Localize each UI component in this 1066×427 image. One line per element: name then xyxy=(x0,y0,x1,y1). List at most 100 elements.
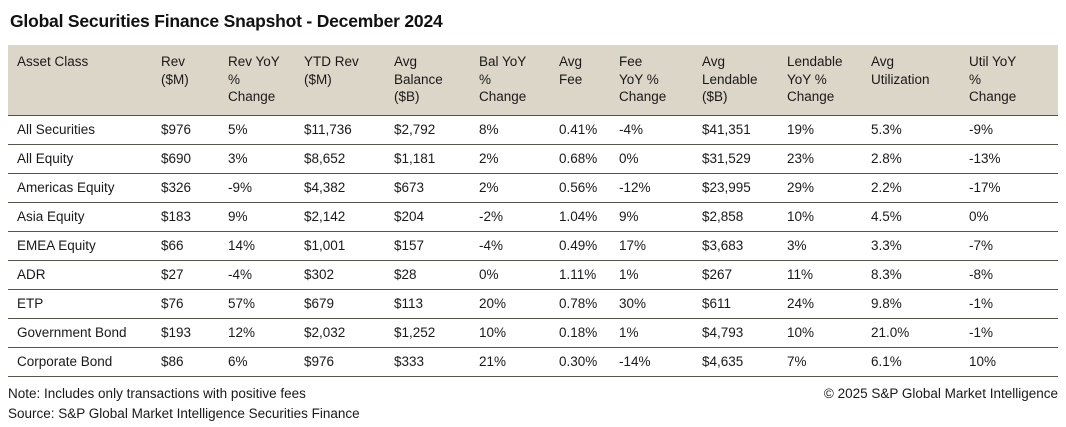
table-row: All Equity $690 3% $8,652 $1,181 2% 0.68% 0% $31… xyxy=(8,144,1058,174)
value-cell: 0.78% xyxy=(559,289,619,319)
value-cell: 12% xyxy=(228,318,304,348)
value-cell: $193 xyxy=(161,318,228,348)
value-cell: $41,351 xyxy=(702,115,787,145)
asset-class-cell: Americas Equity xyxy=(8,173,161,203)
value-cell: 23% xyxy=(787,144,871,174)
column-header: Avg Lendable ($B) xyxy=(702,45,787,116)
value-cell: 2.8% xyxy=(871,144,969,174)
value-cell: $183 xyxy=(161,202,228,232)
value-cell: 5% xyxy=(228,115,304,145)
value-cell: 2% xyxy=(479,144,559,174)
value-cell: -9% xyxy=(969,115,1058,145)
value-cell: 21.0% xyxy=(871,318,969,348)
value-cell: 8.3% xyxy=(871,260,969,290)
value-cell: 10% xyxy=(479,318,559,348)
asset-class-cell: All Securities xyxy=(8,115,161,145)
column-header: Avg Fee xyxy=(559,45,619,116)
value-cell: 8% xyxy=(479,115,559,145)
value-cell: 11% xyxy=(787,260,871,290)
source-text: Source: S&P Global Market Intelligence S… xyxy=(8,405,360,421)
column-header: Bal YoY % Change xyxy=(479,45,559,116)
table-row: ETP $76 57% $679 $113 20% 0.78% 30% $611 24% 9.8% -… xyxy=(8,289,1058,319)
value-cell: $679 xyxy=(304,289,394,319)
note-text: Note: Includes only transactions with po… xyxy=(8,385,306,401)
value-cell: $113 xyxy=(394,289,479,319)
value-cell: $267 xyxy=(702,260,787,290)
value-cell: 10% xyxy=(787,202,871,232)
value-cell: 4.5% xyxy=(871,202,969,232)
value-cell: $976 xyxy=(161,115,228,145)
value-cell: -9% xyxy=(228,173,304,203)
value-cell: $1,181 xyxy=(394,144,479,174)
value-cell: -12% xyxy=(619,173,702,203)
value-cell: $673 xyxy=(394,173,479,203)
table-row: Americas Equity $326 -9% $4,382 $673 2% 0.56% -… xyxy=(8,173,1058,203)
value-cell: $326 xyxy=(161,173,228,203)
column-header: Avg Balance ($B) xyxy=(394,45,479,116)
table-row: ADR $27 -4% $302 $28 0% 1.11% 1% $267 11% 8.3% -8% xyxy=(8,260,1058,290)
value-cell: 1% xyxy=(619,318,702,348)
column-header: Lendable YoY % Change xyxy=(787,45,871,116)
value-cell: -2% xyxy=(479,202,559,232)
column-header: Rev ($M) xyxy=(161,45,228,116)
value-cell: $11,736 xyxy=(304,115,394,145)
value-cell: $28 xyxy=(394,260,479,290)
value-cell: $157 xyxy=(394,231,479,261)
page-title: Global Securities Finance Snapshot - Dec… xyxy=(10,11,443,31)
value-cell: $23,995 xyxy=(702,173,787,203)
value-cell: $1,001 xyxy=(304,231,394,261)
value-cell: $611 xyxy=(702,289,787,319)
value-cell: $204 xyxy=(394,202,479,232)
value-cell: 6% xyxy=(228,347,304,377)
value-cell: 2% xyxy=(479,173,559,203)
table-body: All Securities $976 5% $11,736 $2,792 8% 0.41%… xyxy=(8,115,1058,377)
table-row: All Securities $976 5% $11,736 $2,792 8% 0.41%… xyxy=(8,115,1058,145)
column-header: Avg Utilization xyxy=(871,45,969,116)
value-cell: 7% xyxy=(787,347,871,377)
table-footer: Note: Includes only transactions with po… xyxy=(8,384,1058,424)
value-cell: 3.3% xyxy=(871,231,969,261)
value-cell: -8% xyxy=(969,260,1058,290)
value-cell: $976 xyxy=(304,347,394,377)
value-cell: 0.56% xyxy=(559,173,619,203)
value-cell: $2,032 xyxy=(304,318,394,348)
value-cell: $333 xyxy=(394,347,479,377)
value-cell: 0% xyxy=(969,202,1058,232)
asset-class-cell: Government Bond xyxy=(8,318,161,348)
value-cell: $31,529 xyxy=(702,144,787,174)
table-row: Corporate Bond $86 6% $976 $333 21% 0.30% -14% $… xyxy=(8,347,1058,377)
value-cell: 10% xyxy=(787,318,871,348)
value-cell: $4,382 xyxy=(304,173,394,203)
value-cell: $76 xyxy=(161,289,228,319)
value-cell: 0.18% xyxy=(559,318,619,348)
asset-class-cell: All Equity xyxy=(8,144,161,174)
value-cell: -17% xyxy=(969,173,1058,203)
value-cell: $4,635 xyxy=(702,347,787,377)
table-row: Asia Equity $183 9% $2,142 $204 -2% 1.04% 9% $2,… xyxy=(8,202,1058,232)
value-cell: -4% xyxy=(479,231,559,261)
value-cell: -14% xyxy=(619,347,702,377)
value-cell: 3% xyxy=(228,144,304,174)
value-cell: 0% xyxy=(619,144,702,174)
value-cell: 0.30% xyxy=(559,347,619,377)
value-cell: 0% xyxy=(479,260,559,290)
value-cell: $4,793 xyxy=(702,318,787,348)
copyright-text: © 2025 S&P Global Market Intelligence xyxy=(823,385,1058,401)
value-cell: 9.8% xyxy=(871,289,969,319)
value-cell: 1.11% xyxy=(559,260,619,290)
value-cell: $2,142 xyxy=(304,202,394,232)
header-row: Asset Class Rev ($M) Rev YoY % Change YTD R… xyxy=(8,45,1058,116)
value-cell: 0.68% xyxy=(559,144,619,174)
value-cell: -7% xyxy=(969,231,1058,261)
value-cell: 29% xyxy=(787,173,871,203)
column-header: Util YoY % Change xyxy=(969,45,1058,116)
column-header: YTD Rev ($M) xyxy=(304,45,394,116)
value-cell: 30% xyxy=(619,289,702,319)
value-cell: 1% xyxy=(619,260,702,290)
column-header: Asset Class xyxy=(8,45,161,116)
value-cell: 10% xyxy=(969,347,1058,377)
value-cell: 14% xyxy=(228,231,304,261)
table-row: EMEA Equity $66 14% $1,001 $157 -4% 0.49% 17% $3… xyxy=(8,231,1058,261)
column-header: Rev YoY % Change xyxy=(228,45,304,116)
